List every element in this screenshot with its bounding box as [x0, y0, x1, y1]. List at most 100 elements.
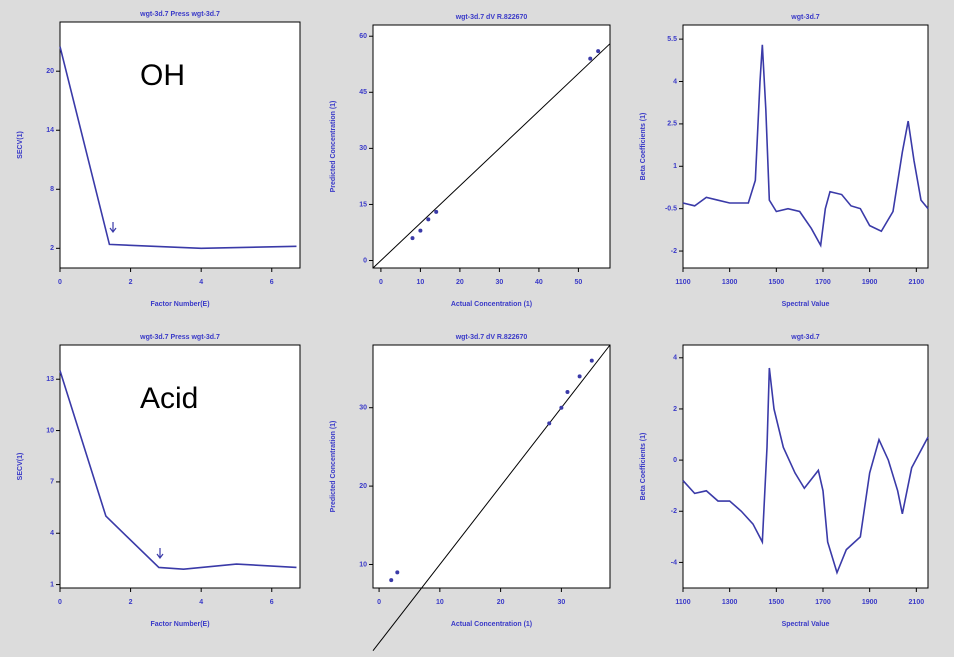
x-tick-label: 30	[557, 599, 565, 606]
x-tick-label: 2	[129, 599, 133, 606]
plot-area	[59, 344, 301, 589]
x-tick-label: 4	[199, 599, 203, 606]
chart-title: wgt-3d.7	[790, 14, 819, 21]
y-tick-label: 2	[50, 245, 54, 252]
chart-title: wgt-3d.7 Press wgt-3d.7	[139, 11, 220, 18]
data-point	[589, 358, 594, 363]
data-line	[682, 44, 929, 248]
x-axis-label: Actual Concentration (1)	[451, 301, 532, 308]
y-tick-label: 1	[50, 581, 54, 588]
x-tick-label: 0	[377, 599, 381, 606]
data-line	[59, 46, 297, 250]
data-point	[426, 217, 431, 222]
chart-title: wgt-3d.7 dV R.822670	[455, 334, 528, 341]
x-tick-label: 1700	[815, 599, 831, 606]
y-tick-label: -4	[671, 559, 677, 566]
reference-line	[372, 344, 611, 652]
x-tick-label: 1300	[722, 279, 738, 286]
y-axis-label: SECV(1)	[17, 131, 24, 159]
x-tick-label: 6	[270, 599, 274, 606]
minimum-arrow	[109, 222, 117, 233]
annotation: Acid	[140, 382, 198, 415]
data-line	[59, 370, 297, 570]
x-tick-label: 1300	[722, 599, 738, 606]
plot-area	[372, 344, 611, 589]
y-tick-label: 4	[50, 530, 54, 537]
data-point	[596, 49, 601, 54]
x-tick-label: 4	[199, 279, 203, 286]
y-axis-label: Predicted Concentration (1)	[330, 421, 337, 513]
data-point	[418, 228, 423, 233]
data-point	[577, 374, 582, 379]
data-point	[559, 405, 564, 410]
x-tick-label: 1700	[815, 279, 831, 286]
y-tick-label: 20	[46, 68, 54, 75]
data-point	[588, 56, 593, 61]
x-tick-label: 0	[58, 599, 62, 606]
y-tick-label: 0	[673, 457, 677, 464]
x-tick-label: 50	[575, 279, 583, 286]
y-tick-label: 20	[359, 483, 367, 490]
x-tick-label: 2	[129, 279, 133, 286]
y-axis-label: SECV(1)	[17, 453, 24, 481]
y-axis-label: Beta Coefficients (1)	[640, 113, 647, 181]
y-tick-label: 2	[673, 406, 677, 413]
x-tick-label: 0	[379, 279, 383, 286]
minimum-arrow	[156, 548, 164, 559]
y-axis-label: Predicted Concentration (1)	[330, 101, 337, 193]
x-axis-label: Factor Number(E)	[150, 301, 209, 308]
y-tick-label: 2.5	[667, 121, 677, 128]
reference-line	[372, 43, 611, 269]
data-point	[410, 236, 415, 241]
chart-title: wgt-3d.7 Press wgt-3d.7	[139, 334, 220, 341]
x-axis-label: Spectral Value	[782, 301, 830, 308]
data-point	[434, 209, 439, 214]
y-tick-label: 30	[359, 145, 367, 152]
y-tick-label: 0	[363, 257, 367, 264]
x-tick-label: 1500	[769, 599, 785, 606]
y-tick-label: 5.5	[667, 36, 677, 43]
x-axis-label: Factor Number(E)	[150, 621, 209, 628]
data-line	[682, 367, 929, 576]
annotation: OH	[140, 59, 185, 92]
x-tick-label: 20	[497, 599, 505, 606]
x-tick-label: 1500	[769, 279, 785, 286]
x-axis-label: Spectral Value	[782, 621, 830, 628]
plot-area	[59, 21, 301, 269]
plot-area	[682, 344, 929, 589]
y-tick-label: 4	[673, 355, 677, 362]
y-tick-label: 10	[359, 561, 367, 568]
x-tick-label: 2100	[909, 279, 925, 286]
x-tick-label: 20	[456, 279, 464, 286]
y-tick-label: 15	[359, 201, 367, 208]
y-tick-label: 14	[46, 127, 54, 134]
x-axis-label: Actual Concentration (1)	[451, 621, 532, 628]
x-tick-label: 1900	[862, 599, 878, 606]
y-tick-label: -2	[671, 508, 677, 515]
x-tick-label: 30	[496, 279, 504, 286]
chart-title: wgt-3d.7 dV R.822670	[455, 14, 528, 21]
y-tick-label: -2	[671, 248, 677, 255]
y-tick-label: 60	[359, 33, 367, 40]
data-point	[547, 421, 552, 426]
y-tick-label: 8	[50, 186, 54, 193]
y-tick-label: 10	[46, 427, 54, 434]
y-tick-label: 13	[46, 376, 54, 383]
data-point	[395, 570, 400, 575]
plot-area	[682, 24, 929, 269]
x-tick-label: 1100	[675, 599, 690, 606]
x-tick-label: 1900	[862, 279, 878, 286]
data-point	[389, 578, 394, 583]
y-tick-label: 7	[50, 479, 54, 486]
y-tick-label: 30	[359, 405, 367, 412]
x-tick-label: 2100	[909, 599, 925, 606]
x-tick-label: 0	[58, 279, 62, 286]
y-tick-label: -0.5	[665, 206, 677, 213]
y-tick-label: 1	[673, 163, 677, 170]
y-axis-label: Beta Coefficients (1)	[640, 433, 647, 501]
x-tick-label: 40	[535, 279, 543, 286]
chart-title: wgt-3d.7	[790, 334, 819, 341]
y-tick-label: 45	[359, 89, 367, 96]
